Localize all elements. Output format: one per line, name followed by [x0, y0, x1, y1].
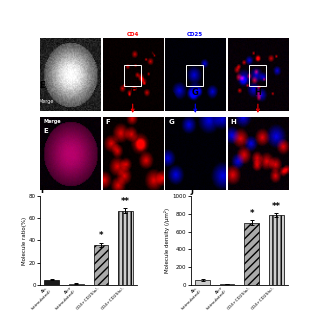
Text: **: ** [121, 196, 130, 206]
Bar [44, 280, 59, 285]
Text: J: J [191, 187, 194, 196]
Text: I: I [40, 187, 43, 196]
Bar [69, 284, 84, 285]
Text: H: H [254, 88, 261, 97]
Text: Merge: Merge [39, 99, 54, 104]
Text: E: E [39, 81, 44, 90]
Bar [93, 245, 108, 285]
Text: G: G [192, 88, 199, 97]
Text: F: F [130, 88, 135, 97]
Title: CD4: CD4 [126, 32, 139, 37]
Text: H: H [231, 119, 236, 125]
Title: CD4/CD25: CD4/CD25 [243, 32, 273, 37]
Y-axis label: Molecule density (/μm²): Molecule density (/μm²) [164, 208, 171, 273]
Text: G: G [168, 119, 174, 125]
Bar [186, 65, 203, 86]
Text: **: ** [272, 202, 281, 211]
Bar [124, 65, 140, 86]
Title: CD25: CD25 [187, 32, 204, 37]
Bar [249, 65, 266, 86]
Bar [244, 223, 259, 285]
Bar [118, 211, 133, 285]
Bar [269, 215, 284, 285]
Text: E: E [43, 128, 48, 134]
Bar [220, 284, 235, 285]
Text: F: F [106, 119, 110, 125]
Bar [195, 280, 210, 285]
Y-axis label: Molecule ratio(%): Molecule ratio(%) [22, 216, 27, 265]
Title: Topography: Topography [52, 32, 88, 37]
Text: Merge: Merge [43, 119, 60, 124]
Text: *: * [99, 231, 103, 241]
Text: *: * [249, 209, 254, 218]
